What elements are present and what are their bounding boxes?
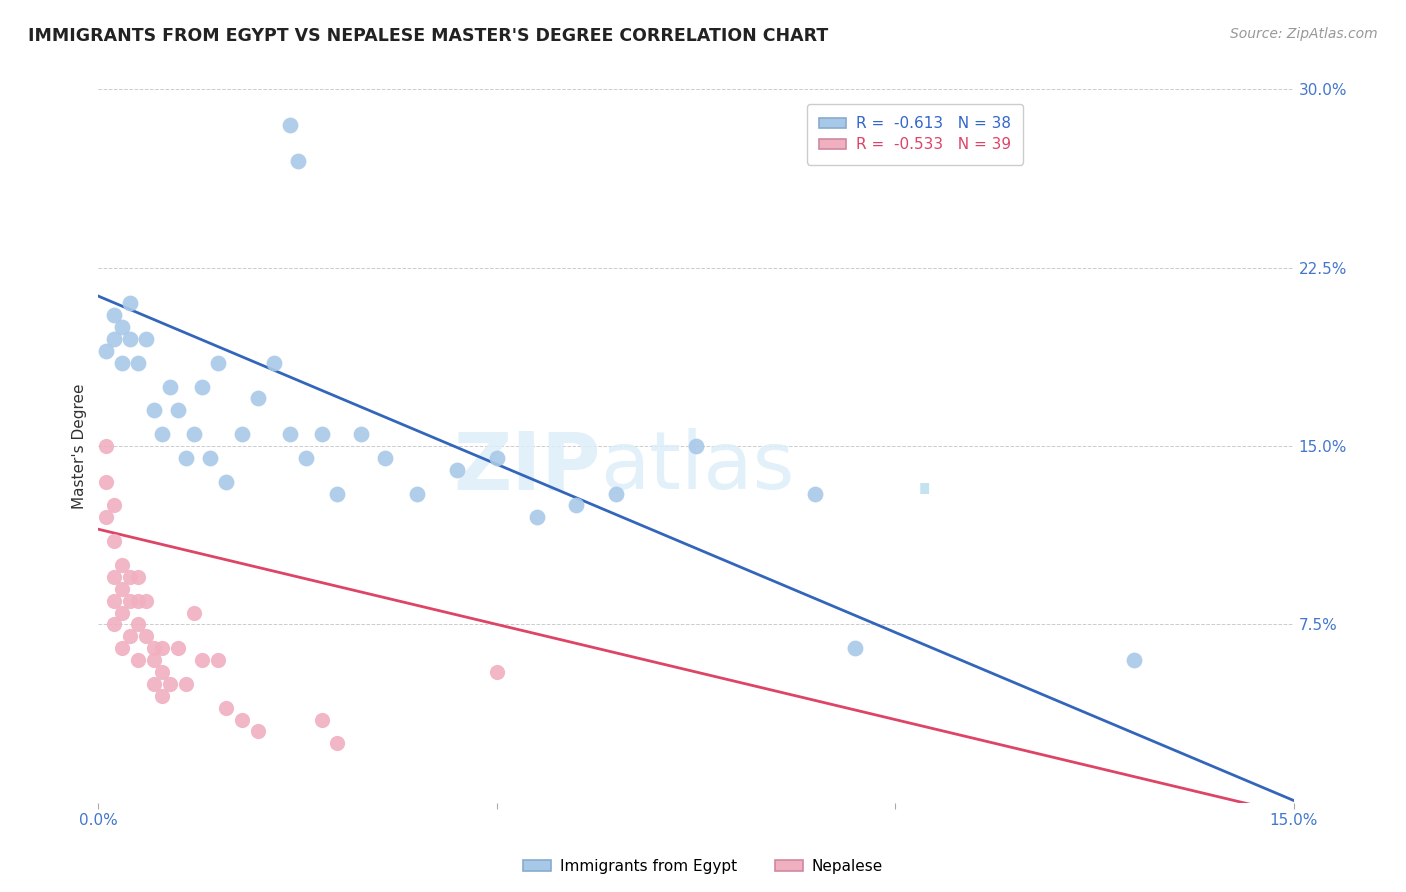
Point: [246, 724, 269, 739]
Point: [120, 296, 142, 310]
Point: [605, 486, 627, 500]
Point: [804, 486, 827, 500]
Point: [96, 343, 118, 358]
Point: [96, 510, 118, 524]
Point: [231, 427, 253, 442]
Point: [120, 332, 142, 346]
Point: [311, 427, 333, 442]
Point: [111, 582, 134, 596]
Point: [103, 534, 125, 549]
Point: [96, 475, 118, 489]
Point: [103, 332, 125, 346]
Text: ZIP: ZIP: [453, 428, 600, 507]
Point: [326, 486, 349, 500]
Point: [103, 308, 125, 322]
Point: [294, 450, 316, 465]
Point: [311, 713, 333, 727]
Point: [446, 463, 468, 477]
Point: [127, 356, 149, 370]
Point: [287, 153, 309, 168]
Point: [120, 629, 142, 643]
Point: [150, 665, 173, 679]
Point: [215, 700, 238, 714]
Legend: R =  -0.613   N = 38, R =  -0.533   N = 39: R = -0.613 N = 38, R = -0.533 N = 39: [807, 104, 1024, 164]
Point: [111, 356, 134, 370]
Point: [127, 593, 149, 607]
Point: [103, 499, 125, 513]
Point: [143, 677, 166, 691]
Legend: Immigrants from Egypt, Nepalese: Immigrants from Egypt, Nepalese: [517, 853, 889, 880]
Point: [127, 617, 149, 632]
Point: [406, 486, 429, 500]
Y-axis label: Master's Degree: Master's Degree: [72, 384, 87, 508]
Point: [685, 439, 707, 453]
Point: [263, 356, 285, 370]
Point: [111, 558, 134, 572]
Point: [111, 606, 134, 620]
Point: [246, 392, 269, 406]
Point: [207, 653, 229, 667]
Point: [150, 641, 173, 656]
Point: [120, 593, 142, 607]
Text: IMMIGRANTS FROM EGYPT VS NEPALESE MASTER'S DEGREE CORRELATION CHART: IMMIGRANTS FROM EGYPT VS NEPALESE MASTER…: [28, 27, 828, 45]
Point: [207, 356, 229, 370]
Point: [485, 665, 508, 679]
Point: [485, 450, 508, 465]
Point: [844, 641, 866, 656]
Point: [150, 689, 173, 703]
Point: [191, 653, 214, 667]
Point: [127, 653, 149, 667]
Point: [174, 677, 197, 691]
Point: [96, 439, 118, 453]
Point: [183, 606, 205, 620]
Point: [231, 713, 253, 727]
Point: [159, 379, 181, 393]
Point: [103, 617, 125, 632]
Point: [111, 641, 134, 656]
Point: [174, 450, 197, 465]
Point: [167, 641, 190, 656]
Text: Source: ZipAtlas.com: Source: ZipAtlas.com: [1230, 27, 1378, 41]
Point: [374, 450, 396, 465]
Point: [191, 379, 214, 393]
Point: [135, 332, 157, 346]
Point: [350, 427, 373, 442]
Text: .: .: [911, 429, 938, 513]
Point: [565, 499, 588, 513]
Point: [526, 510, 548, 524]
Point: [183, 427, 205, 442]
Point: [198, 450, 221, 465]
Text: atlas: atlas: [600, 428, 794, 507]
Point: [143, 641, 166, 656]
Point: [103, 593, 125, 607]
Point: [103, 570, 125, 584]
Point: [135, 629, 157, 643]
Point: [143, 403, 166, 417]
Point: [111, 320, 134, 334]
Point: [167, 403, 190, 417]
Point: [143, 653, 166, 667]
Point: [278, 118, 301, 132]
Point: [326, 736, 349, 750]
Point: [1123, 653, 1146, 667]
Point: [215, 475, 238, 489]
Point: [278, 427, 301, 442]
Point: [135, 593, 157, 607]
Point: [150, 427, 173, 442]
Point: [159, 677, 181, 691]
Point: [127, 570, 149, 584]
Point: [120, 570, 142, 584]
